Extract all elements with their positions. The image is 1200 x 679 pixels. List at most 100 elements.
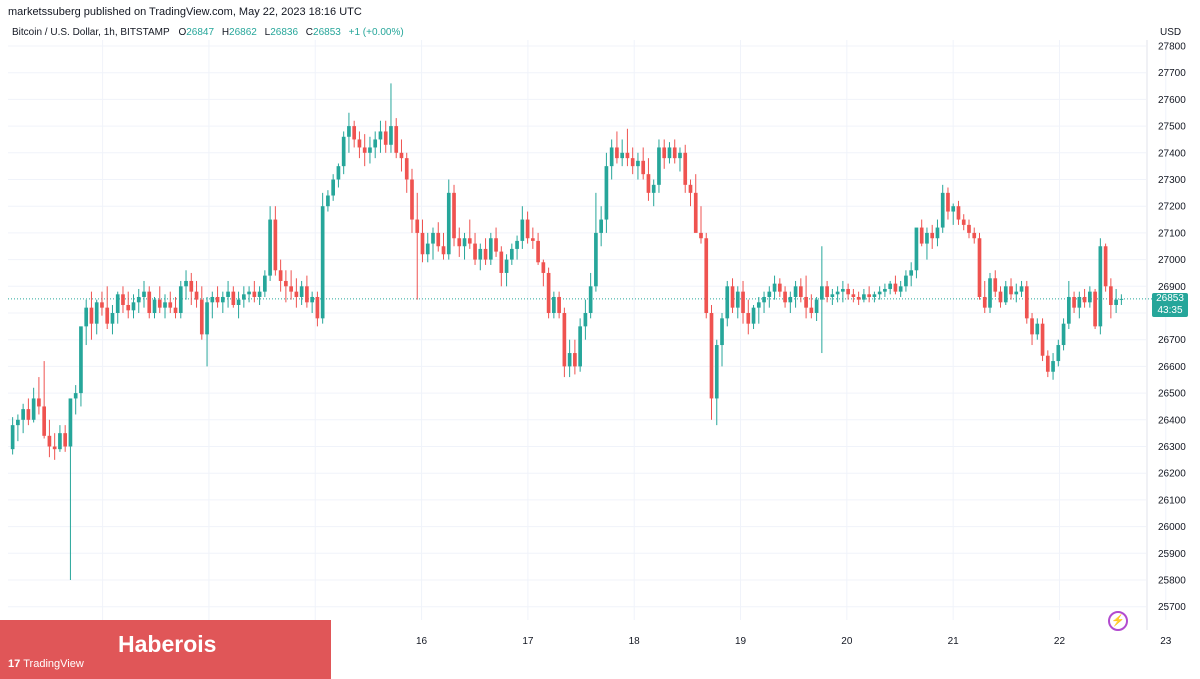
candle-body [509,248,514,260]
candle [26,398,31,426]
candle-body [52,446,57,450]
candle-body [961,219,966,225]
candle [546,267,551,319]
candle-body [1009,286,1013,295]
candle [257,286,262,305]
candle [199,286,204,340]
candle [1114,288,1118,313]
candle-body [184,280,188,287]
candle-body [1030,318,1034,335]
candle [483,238,488,265]
candle [714,339,719,426]
candle-body [163,302,167,308]
candle [961,214,966,231]
candle-body [425,243,430,255]
candle [735,286,740,319]
candle [504,254,509,287]
candle-body [37,398,41,407]
candle [704,232,709,319]
candle-body [1077,296,1082,308]
candle-body [378,131,383,140]
candle [252,280,257,303]
candle-body [856,296,861,300]
last-price-value: 26853 [1156,293,1184,304]
candle-body [925,232,929,244]
candle-body [488,238,493,260]
candle-body [935,227,940,239]
candle [741,280,745,324]
candle-body [362,147,367,153]
candle-body [1072,296,1076,308]
candle [898,280,903,297]
price-tick-label: 26200 [1158,469,1186,480]
lightning-event-icon[interactable]: ⚡ [1108,611,1128,631]
candle [294,278,299,308]
candle-body [730,286,735,308]
candle [804,275,808,319]
candle [336,163,341,188]
candle-body [814,299,819,313]
high-label: H [221,27,230,38]
candle-body [993,278,998,292]
candles-series [10,83,1124,580]
price-tick-label: 26300 [1158,442,1186,453]
candle [573,339,577,375]
candle [284,270,288,303]
candle [368,136,372,164]
candle [373,131,378,159]
candle-body [725,286,730,319]
candle-body [168,302,173,308]
candle [798,278,803,303]
candle-body [194,291,199,300]
candle-body [946,192,950,212]
candle-body [173,307,178,313]
candle-body [373,139,378,148]
candle [1066,280,1071,330]
price-tick-label: 26100 [1158,495,1186,506]
price-tick-label: 27300 [1158,175,1186,186]
candle-body [630,158,635,167]
candle [352,120,357,148]
candle-body [883,288,887,292]
time-tick-label: 22 [1054,636,1066,647]
candle-body [1109,286,1113,305]
candle [462,232,467,260]
candle [383,120,388,153]
candle [814,296,819,322]
tradingview-logo[interactable]: 17 TradingView [8,658,84,670]
price-tick-label: 25900 [1158,549,1186,560]
candle-body [578,326,582,367]
candle [982,280,987,313]
candle [646,158,651,201]
candle-body [851,294,856,297]
candle [247,286,251,303]
candle-body [1103,246,1108,287]
candle [667,142,672,164]
currency-label[interactable]: USD [1160,27,1182,38]
candle [431,227,435,260]
candle-body [299,286,304,297]
candle-body [699,232,703,239]
candle-body [73,393,78,399]
candle [835,286,840,303]
candle [389,83,393,153]
candle-body [762,296,766,303]
candle [762,291,766,313]
candle-body [835,291,840,295]
candle-body [42,406,46,436]
candle-body [252,291,257,297]
candle-body [1045,355,1050,372]
candle [809,294,814,319]
candle [988,272,992,313]
candle-body [210,296,215,303]
candle [436,222,441,252]
candle [273,206,278,276]
time-tick-label: 21 [948,636,960,647]
candle [683,144,688,193]
candle [820,246,824,354]
candle [73,385,78,415]
candle [914,227,919,279]
candle-body [562,313,567,367]
candle-body [783,291,787,303]
